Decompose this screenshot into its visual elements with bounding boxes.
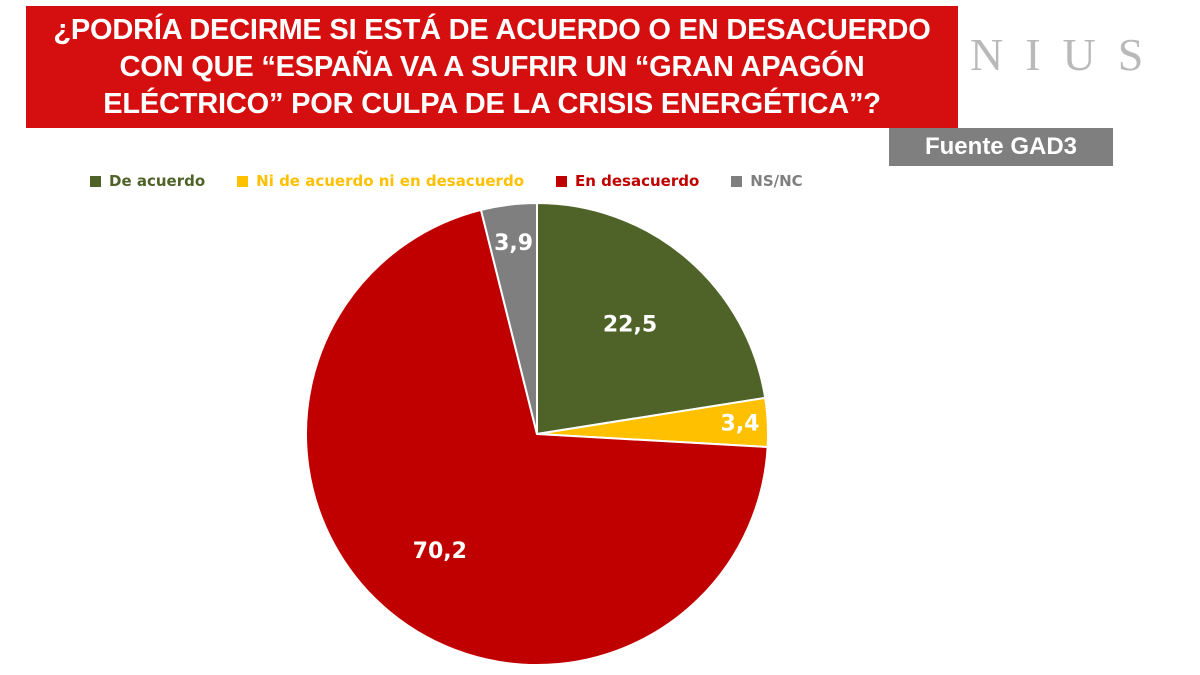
chart-legend: De acuerdo Ni de acuerdo ni en desacuerdo…: [90, 169, 835, 193]
pie-data-label: 70,2: [413, 539, 467, 564]
legend-swatch: [731, 175, 743, 187]
title-line-3: ELÉCTRICO” POR CULPA DE LA CRISIS ENERGÉ…: [103, 87, 881, 120]
legend-swatch: [90, 175, 101, 187]
legend-item: Ni de acuerdo ni en desacuerdo: [237, 172, 524, 190]
legend-item: En desacuerdo: [556, 172, 699, 190]
legend-label: Ni de acuerdo ni en desacuerdo: [256, 172, 524, 190]
legend-label: De acuerdo: [109, 172, 206, 190]
question-title: ¿PODRÍA DECIRME SI ESTÁ DE ACUERDO O EN …: [26, 12, 958, 123]
source-badge: Fuente GAD3: [889, 128, 1113, 166]
legend-label: NS/NC: [750, 172, 803, 190]
pie-data-label: 3,4: [721, 411, 760, 436]
pie-data-label: 22,5: [603, 313, 657, 338]
pie-slice: [536, 201, 767, 436]
legend-item: De acuerdo: [90, 172, 205, 190]
pie-data-label: 3,9: [494, 231, 533, 256]
pie-slices: [305, 201, 769, 666]
brand-logo: NIUS: [970, 29, 1166, 80]
title-line-2: CON QUE “ESPAÑA VA A SUFRIR UN “GRAN APA…: [119, 50, 865, 83]
legend-swatch: [237, 175, 249, 187]
title-banner: ¿PODRÍA DECIRME SI ESTÁ DE ACUERDO O EN …: [26, 6, 958, 128]
legend-swatch: [556, 175, 567, 187]
pie-slice: [479, 201, 538, 435]
legend-label: En desacuerdo: [575, 172, 700, 190]
legend-item: NS/NC: [731, 172, 803, 190]
pie-slice: [305, 208, 769, 666]
title-line-1: ¿PODRÍA DECIRME SI ESTÁ DE ACUERDO O EN …: [53, 13, 931, 46]
pie-data-labels: 22,5 3,4 70,2 3,9: [413, 231, 760, 564]
